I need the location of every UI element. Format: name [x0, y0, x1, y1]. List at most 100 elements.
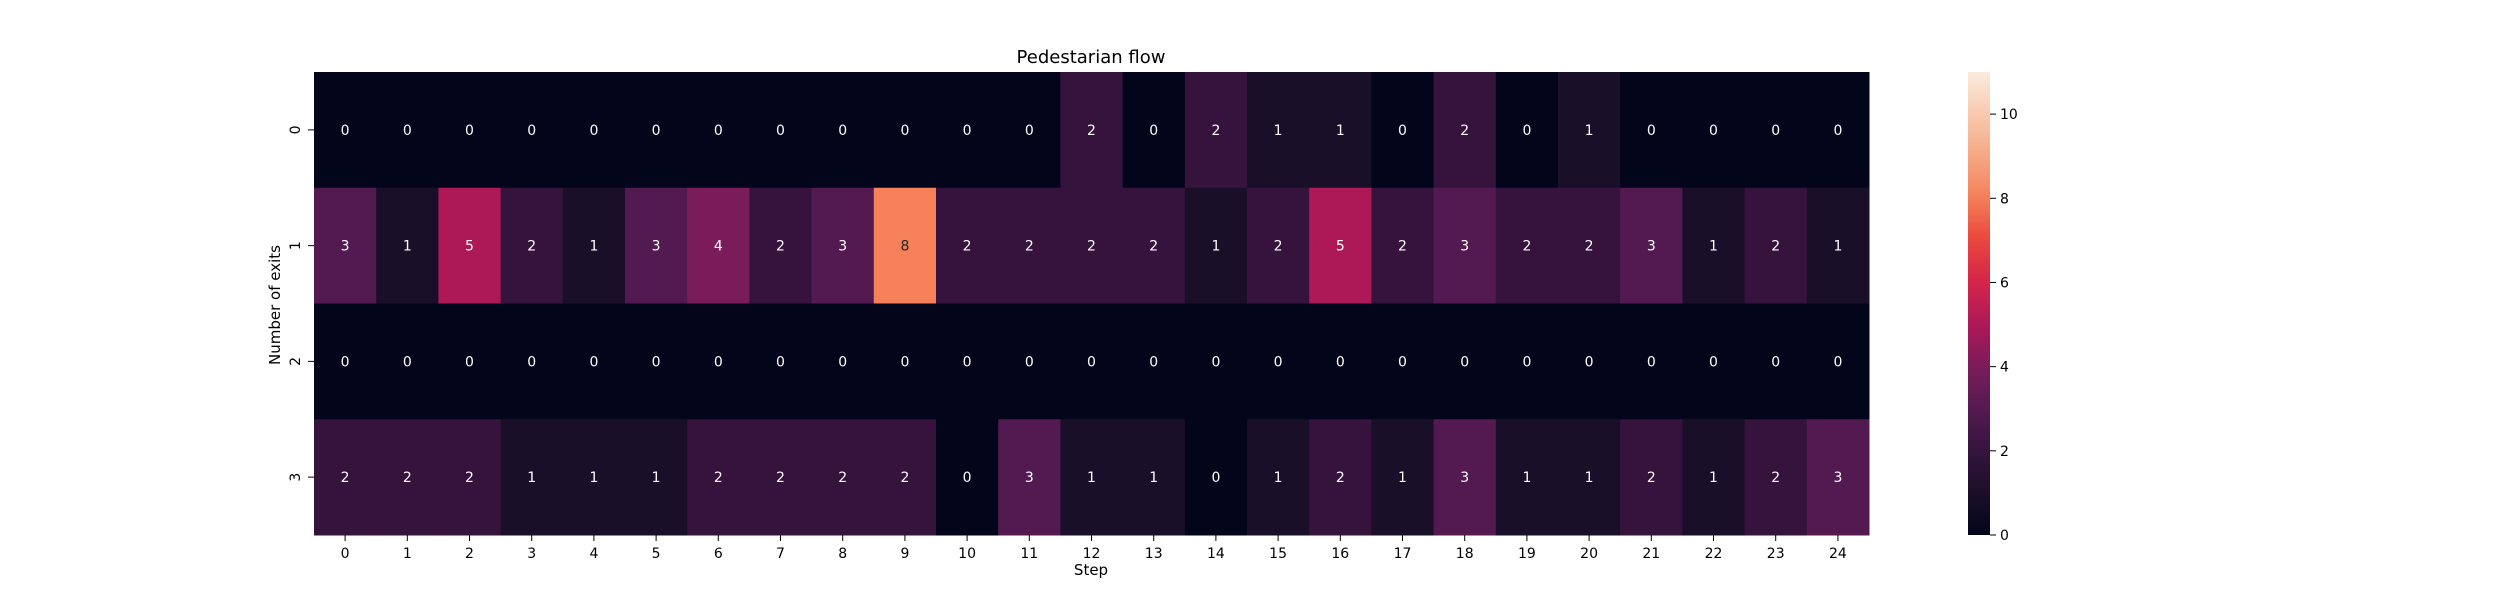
heatmap-cell: [1495, 303, 1559, 420]
heatmap-cell: [749, 72, 813, 189]
cell-value-label: 0: [1709, 354, 1718, 370]
x-tick-label: 17: [1394, 546, 1412, 562]
heatmap-cell: [1495, 187, 1559, 304]
x-tick-label: 2: [465, 546, 474, 562]
cell-value-label: 2: [963, 239, 972, 255]
cell-value-label: 1: [1336, 123, 1345, 139]
cell-value-label: 0: [341, 123, 350, 139]
heatmap-cell: [1184, 419, 1248, 536]
heatmap-cell: [1682, 303, 1746, 420]
x-tick-label: 0: [341, 546, 350, 562]
heatmap-cell: [936, 187, 999, 304]
x-tick-label: 6: [714, 546, 723, 562]
heatmap-cell: [998, 419, 1061, 536]
heatmap-cell: [1433, 187, 1497, 304]
cell-value-label: 0: [776, 354, 785, 370]
heatmap-cell: [749, 419, 813, 536]
heatmap-cell: [1184, 187, 1248, 304]
cell-value-label: 5: [465, 239, 474, 255]
cell-value-label: 1: [1522, 470, 1531, 486]
heatmap-cell: [1309, 303, 1372, 420]
heatmap-cells: 0 0 0 0 0 0 0 0 0 0 0 0 2 0 2 1 1 0 2 0 1 0 0 0 0 3 1 5 2 1 3 4 2 3 8 2 2 2 2 1…: [314, 72, 1870, 536]
cell-value-label: 2: [1585, 239, 1594, 255]
cell-value-label: 0: [838, 354, 847, 370]
cell-value-label: 0: [1460, 354, 1469, 370]
cell-value-label: 2: [1087, 239, 1096, 255]
heatmap-cell: [1744, 419, 1808, 536]
heatmap-cell: [1744, 72, 1808, 189]
heatmap-cell: [936, 72, 999, 189]
chart-title: Pedestarian flow: [1017, 47, 1166, 68]
heatmap-cell: [562, 72, 626, 189]
cell-value-label: 2: [527, 239, 536, 255]
heatmap-cell: [1806, 72, 1870, 189]
heatmap-cell: [1433, 72, 1497, 189]
colorbar-ticks: 0 2 4 6 8 10: [1990, 107, 2018, 544]
colorbar-tick-label: 6: [2000, 275, 2009, 291]
colorbar: [1968, 72, 1990, 535]
cell-value-label: 0: [963, 470, 972, 486]
heatmap-cell: [749, 187, 813, 304]
heatmap-cell: [1309, 72, 1372, 189]
cell-value-label: 0: [1709, 123, 1718, 139]
heatmap-cell: [1247, 303, 1310, 420]
cell-value-label: 0: [465, 123, 474, 139]
x-tick-label: 15: [1269, 546, 1287, 562]
cell-value-label: 0: [714, 354, 723, 370]
heatmap-cell: [687, 72, 750, 189]
cell-value-label: 0: [1833, 123, 1842, 139]
heatmap-cell: [314, 187, 377, 304]
cell-value-label: 0: [465, 354, 474, 370]
x-tick-label: 19: [1518, 546, 1536, 562]
cell-value-label: 2: [1398, 239, 1407, 255]
cell-value-label: 1: [589, 470, 598, 486]
heatmap-cell: [1371, 72, 1435, 189]
heatmap-cell: [687, 187, 750, 304]
cell-value-label: 3: [652, 239, 661, 255]
cell-value-label: 0: [403, 123, 412, 139]
cell-value-label: 2: [1771, 470, 1780, 486]
cell-value-label: 0: [589, 123, 598, 139]
cell-value-label: 0: [1025, 354, 1034, 370]
cell-value-label: 2: [838, 470, 847, 486]
cell-value-label: 0: [1585, 354, 1594, 370]
cell-value-label: 8: [900, 239, 909, 255]
cell-value-label: 2: [403, 470, 412, 486]
cell-value-label: 1: [1398, 470, 1407, 486]
cell-value-label: 3: [1833, 470, 1842, 486]
cell-value-label: 3: [341, 239, 350, 255]
heatmap-cell: [998, 72, 1061, 189]
cell-value-label: 0: [403, 354, 412, 370]
heatmap-cell: [811, 303, 875, 420]
heatmap-cell: [998, 303, 1061, 420]
heatmap-cell: [1309, 419, 1372, 536]
cell-value-label: 2: [1460, 123, 1469, 139]
cell-value-label: 2: [465, 470, 474, 486]
cell-value-label: 0: [714, 123, 723, 139]
cell-value-label: 0: [900, 354, 909, 370]
cell-value-label: 1: [1149, 470, 1158, 486]
cell-value-label: 0: [1025, 123, 1034, 139]
x-tick-label: 23: [1767, 546, 1785, 562]
cell-value-label: 3: [1460, 470, 1469, 486]
cell-value-label: 2: [714, 470, 723, 486]
cell-value-label: 3: [1460, 239, 1469, 255]
x-tick-label: 9: [900, 546, 909, 562]
cell-value-label: 0: [589, 354, 598, 370]
heatmap-cell: [376, 187, 439, 304]
heatmap-cell: [314, 72, 377, 189]
cell-value-label: 0: [1771, 123, 1780, 139]
cell-value-label: 2: [776, 239, 785, 255]
cell-value-label: 5: [1336, 239, 1345, 255]
heatmap-cell: [562, 419, 626, 536]
x-tick-label: 24: [1829, 546, 1847, 562]
heatmap-cell: [1122, 72, 1186, 189]
heatmap-cell: [1682, 72, 1746, 189]
cell-value-label: 4: [714, 239, 723, 255]
heatmap-cell: [1806, 419, 1870, 536]
heatmap-cell: [625, 419, 688, 536]
cell-value-label: 0: [900, 123, 909, 139]
heatmap-cell: [873, 187, 937, 304]
heatmap-cell: [1558, 72, 1621, 189]
cell-value-label: 0: [1398, 123, 1407, 139]
